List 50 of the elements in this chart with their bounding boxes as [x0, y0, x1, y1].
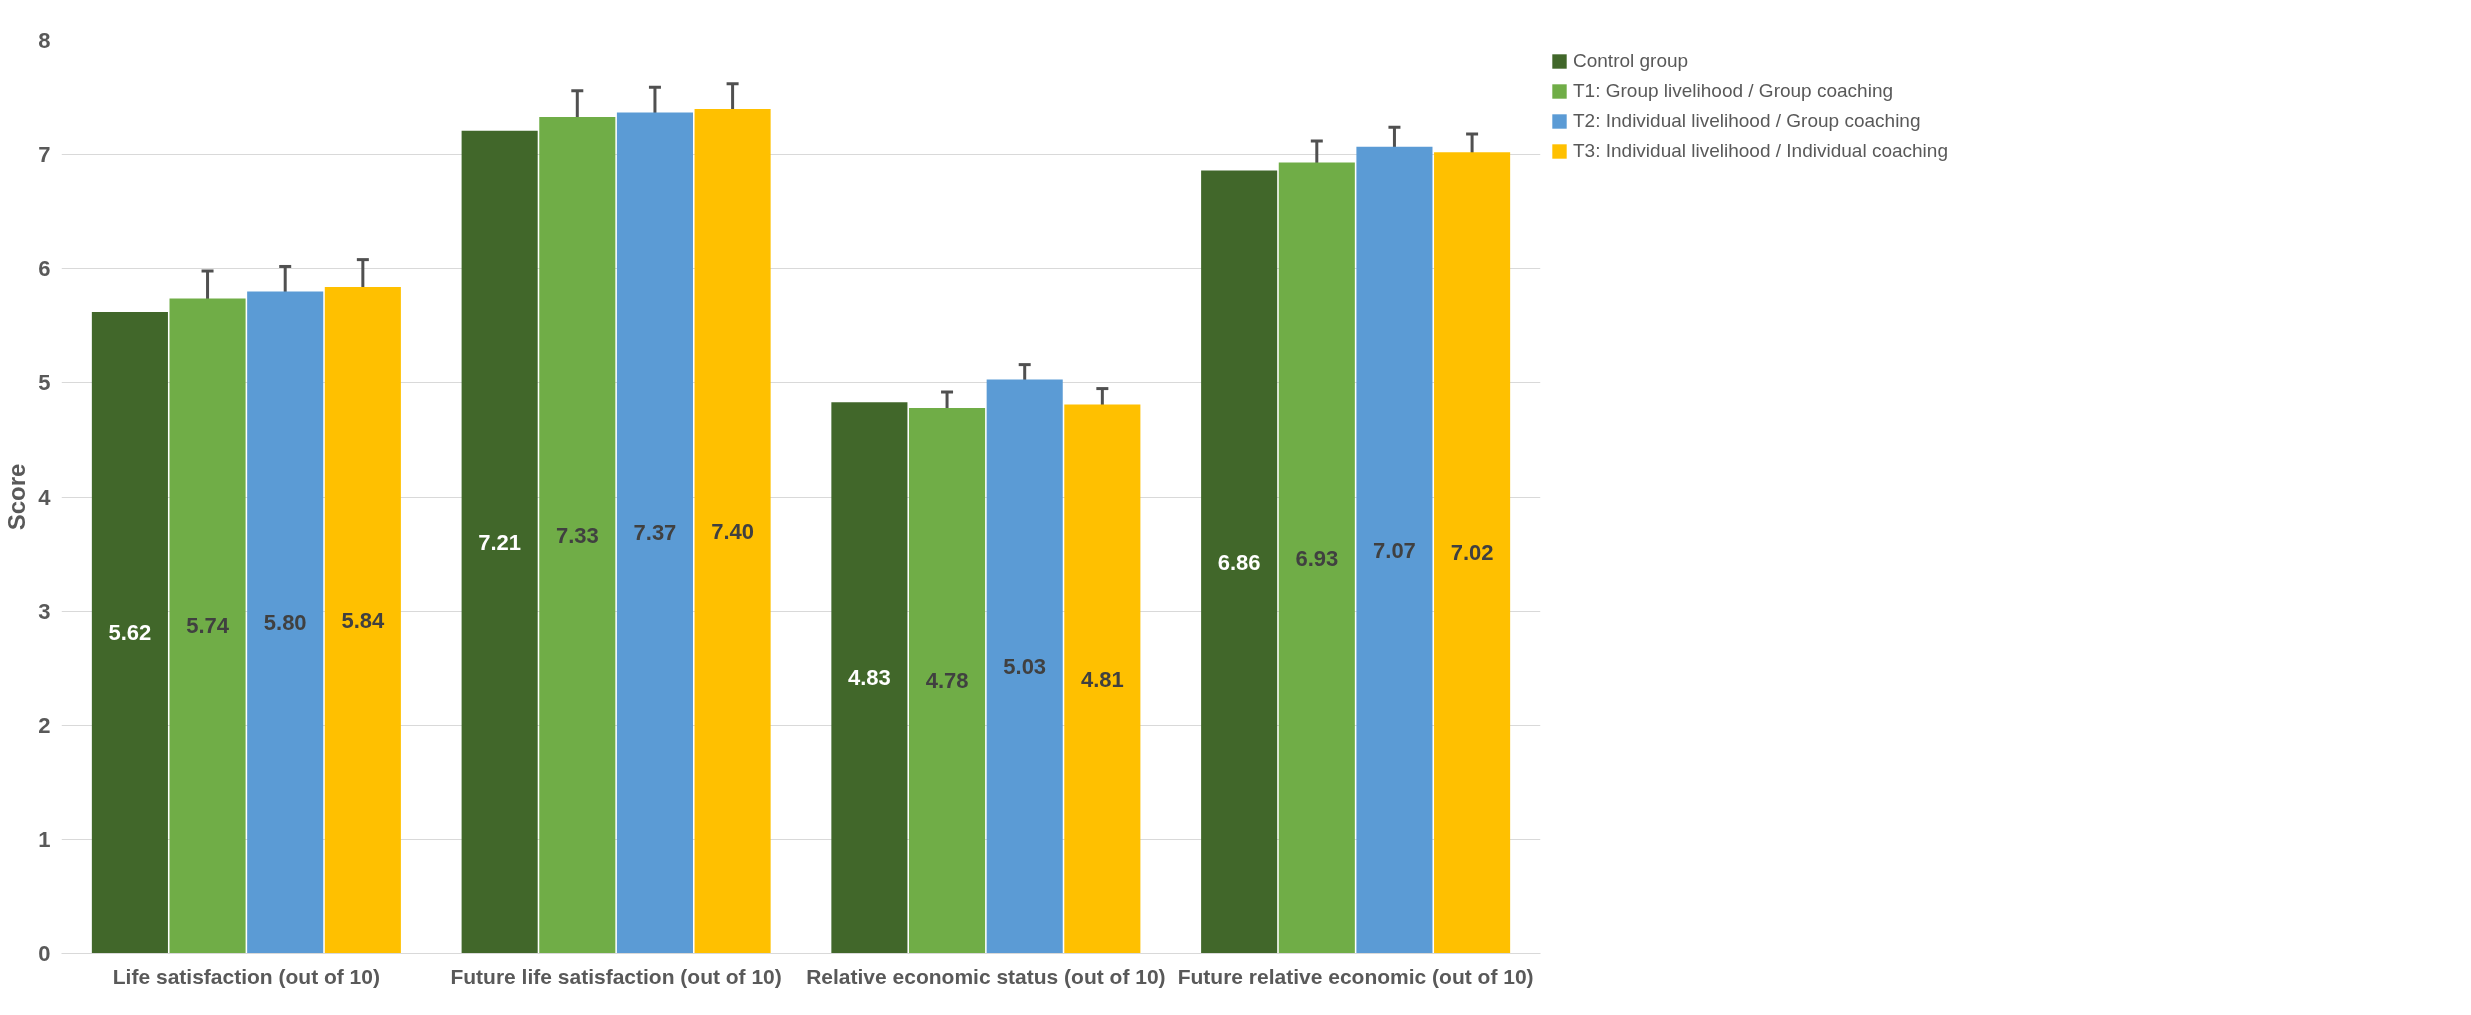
data-label: 5.84 — [341, 607, 386, 633]
data-label: 4.78 — [925, 668, 969, 694]
data-label: 7.33 — [555, 522, 599, 548]
data-label: 5.62 — [108, 620, 152, 646]
y-tick-label: 0 — [38, 941, 51, 966]
data-label: 6.86 — [1217, 549, 1261, 575]
data-label: 7.37 — [633, 520, 677, 546]
data-label: 7.21 — [478, 529, 522, 555]
data-label: 7.40 — [711, 518, 755, 544]
bar — [247, 291, 324, 954]
y-tick-label: 3 — [38, 598, 51, 624]
x-tick-label: Future relative economic (out of 10) — [1177, 964, 1534, 988]
bar — [461, 130, 538, 954]
legend-label: T3: Individual livelihood / Individual coaching — [1573, 140, 1948, 162]
data-label: 5.03 — [1003, 653, 1047, 679]
data-label: 5.80 — [263, 610, 307, 636]
y-tick-label: 5 — [38, 370, 51, 396]
bar — [616, 112, 693, 954]
y-tick-label: 6 — [38, 256, 51, 282]
bar — [986, 379, 1063, 954]
x-tick-label: Life satisfaction (out of 10) — [112, 964, 380, 988]
bar — [91, 312, 168, 954]
bar — [1201, 170, 1278, 954]
y-axis-title: Score — [3, 463, 31, 531]
bar — [831, 402, 908, 954]
x-tick-label: Future life satisfaction (out of 10) — [450, 964, 782, 988]
bar — [909, 407, 986, 954]
data-label: 7.07 — [1373, 537, 1416, 563]
bar — [1356, 146, 1433, 954]
bar — [1434, 152, 1511, 954]
bar — [694, 108, 771, 954]
bar — [324, 287, 401, 954]
bar — [539, 116, 616, 954]
y-tick-label: 8 — [38, 28, 51, 53]
data-label: 4.81 — [1080, 666, 1124, 692]
legend-label: Control group — [1573, 50, 1689, 72]
y-tick-label: 7 — [38, 142, 51, 168]
data-label: 7.02 — [1450, 540, 1494, 566]
legend-label: T1: Group livelihood / Group coaching — [1573, 80, 1894, 102]
data-label: 4.83 — [847, 665, 891, 691]
bar — [1278, 162, 1355, 954]
bar — [1064, 404, 1141, 954]
data-label: 6.93 — [1295, 545, 1339, 571]
y-tick-label: 4 — [38, 484, 52, 510]
x-tick-label: Relative economic status (out of 10) — [806, 964, 1166, 988]
data-label: 5.74 — [186, 613, 230, 639]
bar — [169, 298, 246, 954]
legend-label: T2: Individual livelihood / Group coaching — [1573, 110, 1921, 132]
y-tick-label: 2 — [38, 712, 51, 738]
y-tick-label: 1 — [38, 826, 51, 852]
